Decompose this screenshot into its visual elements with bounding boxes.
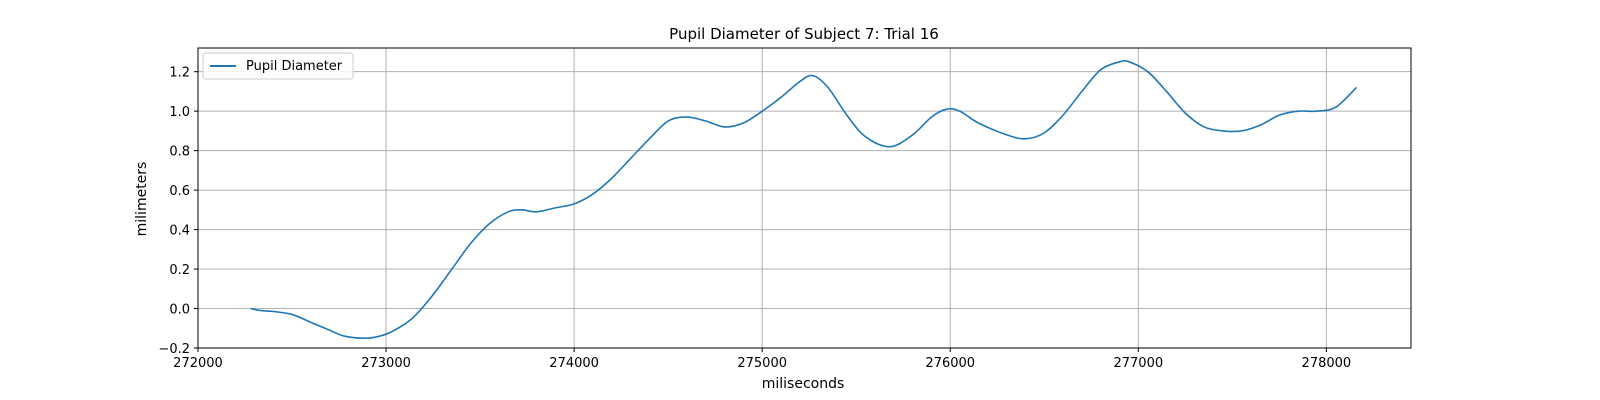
ticks: 272000 273000 274000 275000 276000 277000 2780… [158,66,1351,371]
y-tick-label: 1.0 [169,105,190,120]
legend: Pupil Diameter [202,52,354,80]
y-axis-title: milimeters [134,162,150,237]
legend-box [202,52,354,80]
chart-title: Pupil Diameter of Subject 7: Trial 16 [669,25,939,43]
y-tick-label: 0.2 [169,263,190,278]
y-tick-label: 0.6 [169,184,190,199]
y-tick-label: 0.0 [169,303,190,318]
plot-frame [197,47,1412,349]
x-tick-label: 272000 [173,356,223,371]
x-tick-label: 276000 [925,356,975,371]
x-tick-label: 273000 [361,356,411,371]
x-tick-label: 278000 [1302,356,1352,371]
x-tick-label: 275000 [737,356,787,371]
series-layer [250,59,1358,339]
x-tick-label: 274000 [549,356,599,371]
legend-label: Pupil Diameter [246,59,343,74]
x-tick-label: 277000 [1113,356,1163,371]
y-tick-label: −0.2 [158,342,190,357]
y-tick-label: 0.4 [169,224,190,239]
y-tick-label: 0.8 [169,145,190,160]
y-tick-label: 1.2 [169,66,190,81]
series-line-pupil-diameter [250,59,1358,339]
x-axis-title: miliseconds [762,376,845,392]
